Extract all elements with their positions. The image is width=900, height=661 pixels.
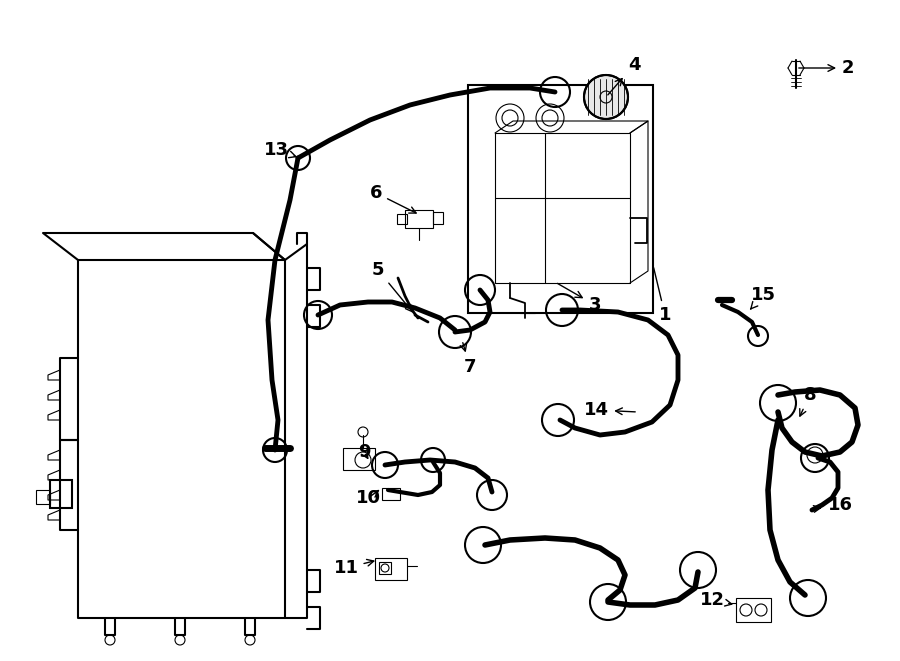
- Text: 3: 3: [557, 284, 601, 314]
- Text: 15: 15: [751, 286, 776, 309]
- Text: 8: 8: [800, 386, 816, 416]
- Bar: [468, 85, 653, 313]
- Bar: [382, 488, 400, 500]
- Text: 12: 12: [699, 591, 732, 609]
- Text: 10: 10: [356, 489, 381, 507]
- Bar: [50, 480, 72, 508]
- Bar: [736, 598, 771, 622]
- Bar: [343, 448, 375, 470]
- Text: 1: 1: [653, 268, 671, 324]
- Bar: [397, 214, 407, 224]
- Text: 13: 13: [264, 141, 296, 159]
- Text: 5: 5: [372, 261, 412, 311]
- Text: 2: 2: [799, 59, 854, 77]
- Text: 7: 7: [460, 342, 476, 376]
- Circle shape: [584, 75, 628, 119]
- Text: 16: 16: [814, 496, 852, 514]
- Text: 9: 9: [358, 443, 370, 461]
- Bar: [379, 562, 391, 574]
- Bar: [405, 210, 433, 228]
- Bar: [375, 558, 407, 580]
- Text: 14: 14: [583, 401, 635, 419]
- Text: 11: 11: [334, 559, 373, 577]
- Text: 4: 4: [608, 56, 640, 95]
- Bar: [433, 212, 443, 224]
- Text: 6: 6: [370, 184, 416, 213]
- Bar: [36, 490, 50, 504]
